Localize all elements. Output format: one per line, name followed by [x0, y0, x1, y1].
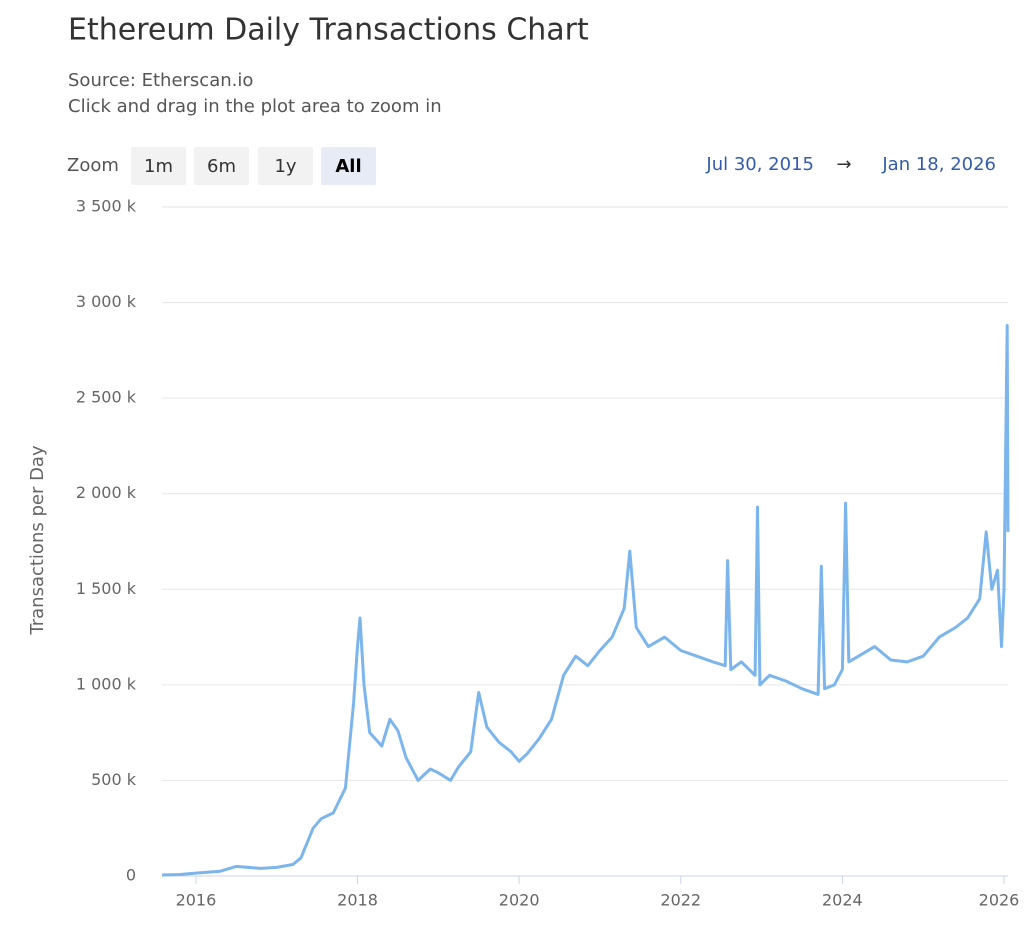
- subtitle: Click and drag in the plot area to zoom …: [68, 96, 442, 117]
- y-tick-label: 3 500 k: [76, 197, 137, 216]
- x-tick-label: 2016: [176, 891, 217, 910]
- button-bg: [131, 147, 186, 185]
- button-bg: [194, 147, 249, 185]
- zoom-button[interactable]: 1y: [258, 147, 313, 185]
- button-bg: [321, 147, 376, 185]
- zoom-button[interactable]: 1m: [131, 147, 186, 185]
- y-tick-label: 2 500 k: [76, 388, 137, 407]
- button-label: All: [335, 156, 361, 177]
- range-separator: →: [836, 154, 851, 175]
- x-tick-label: 2024: [822, 891, 863, 910]
- zoom-button[interactable]: 6m: [194, 147, 249, 185]
- y-axis-label: Transactions per Day: [27, 445, 48, 636]
- y-tick-label: 3 000 k: [76, 292, 137, 311]
- data-line: [161, 324, 1010, 877]
- y-tick-label: 1 500 k: [76, 579, 137, 598]
- range-to[interactable]: Jan 18, 2026: [881, 154, 996, 175]
- y-tick-label: 0: [126, 866, 136, 885]
- button-label: 6m: [207, 156, 236, 177]
- button-bg: [258, 147, 313, 185]
- x-tick-label: 2022: [660, 891, 701, 910]
- y-tick-label: 2 000 k: [76, 483, 137, 502]
- y-tick-label: 500 k: [91, 770, 137, 789]
- button-label: 1y: [274, 156, 296, 177]
- zoom-label: Zoom: [67, 155, 119, 176]
- range-from[interactable]: Jul 30, 2015: [705, 154, 814, 175]
- button-label: 1m: [144, 156, 173, 177]
- y-tick-label: 1 000 k: [76, 674, 137, 693]
- x-tick-label: 2020: [499, 891, 540, 910]
- subtitle: Source: Etherscan.io: [68, 70, 253, 91]
- x-tick-label: 2018: [337, 891, 378, 910]
- zoom-buttons: 1m 6m 1y All: [131, 147, 376, 185]
- chart-title: Ethereum Daily Transactions Chart: [68, 13, 589, 48]
- x-tick-label: 2026: [979, 891, 1020, 910]
- zoom-button[interactable]: All: [321, 147, 376, 185]
